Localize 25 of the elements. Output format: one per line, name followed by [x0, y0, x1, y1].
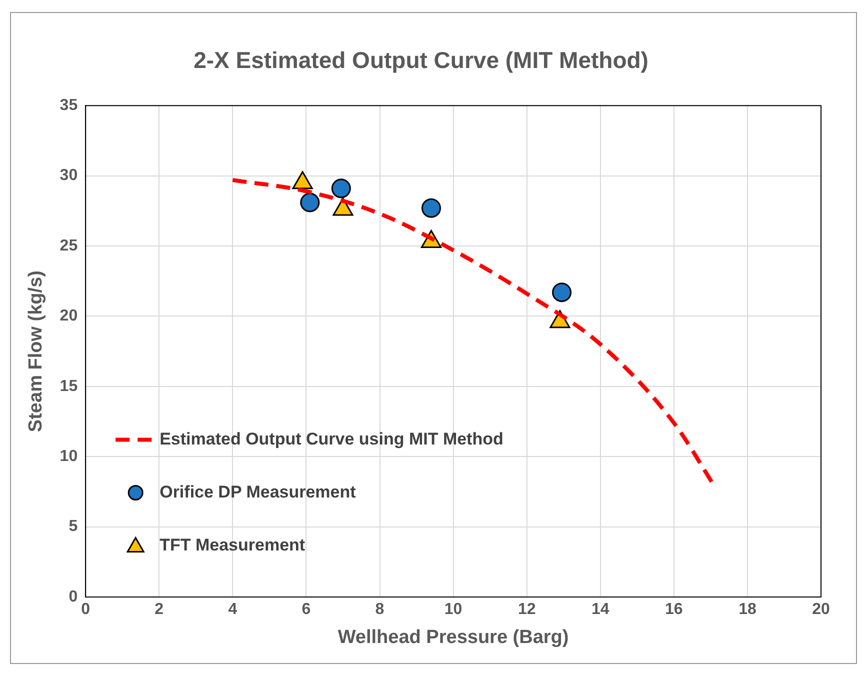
- x-tick-label: 18: [738, 601, 756, 618]
- x-axis-title: Wellhead Pressure (Barg): [338, 626, 569, 648]
- x-tick-label: 0: [81, 601, 90, 618]
- x-tick-label: 2: [154, 601, 164, 618]
- chart-title: 2-X Estimated Output Curve (MIT Method): [194, 47, 648, 74]
- y-tick-label: 0: [68, 588, 78, 606]
- x-tick-label: 16: [665, 601, 683, 618]
- y-tick-label: 5: [68, 518, 78, 536]
- x-tick-label: 10: [444, 601, 462, 618]
- legend-label: TFT Measurement: [160, 535, 306, 554]
- y-tick-label: 30: [60, 167, 78, 184]
- y-tick-label: 15: [60, 378, 78, 395]
- x-tick-label: 6: [302, 601, 311, 618]
- y-axis-title: Steam Flow (kg/s): [26, 270, 47, 432]
- x-tick-label: 12: [518, 601, 536, 618]
- x-tick-label: 14: [591, 601, 610, 618]
- legend-label: Estimated Output Curve using MIT Method: [160, 429, 504, 448]
- x-tick-label: 8: [375, 601, 384, 618]
- legend-label: Orifice DP Measurement: [160, 482, 356, 502]
- x-tick-label: 4: [228, 601, 238, 618]
- y-tick-label: 10: [60, 448, 78, 466]
- y-tick-label: 20: [60, 308, 78, 325]
- y-tick-label: 25: [60, 237, 78, 254]
- y-tick-label: 35: [60, 97, 78, 114]
- x-tick-label: 20: [812, 601, 830, 618]
